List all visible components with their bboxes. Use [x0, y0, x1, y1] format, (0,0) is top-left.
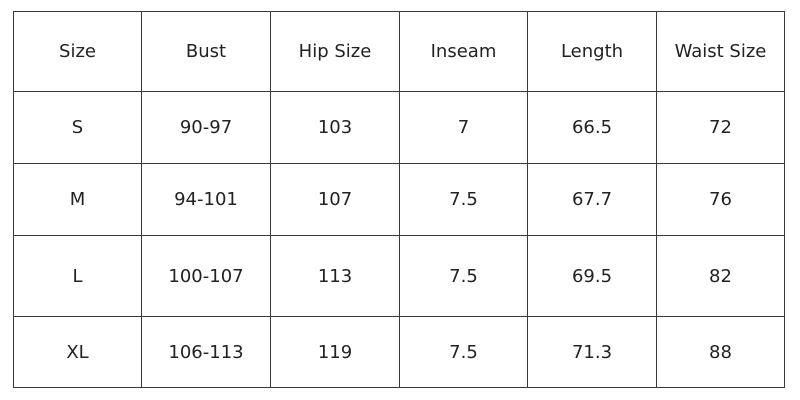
data-row: S 90-97 103 7 66.5 72: [13, 91, 785, 164]
data-row: XL 106-113 119 7.5 71.3 88: [13, 316, 785, 388]
table-cell: 7.5: [399, 316, 528, 388]
header-cell: Size: [13, 11, 142, 92]
table-cell: 100-107: [141, 235, 271, 317]
table-cell: XL: [13, 316, 142, 388]
table-cell: L: [13, 235, 142, 317]
table-body: Size Bust Hip Size Inseam Length Waist Size S 9…: [13, 11, 785, 388]
table-cell: 106-113: [141, 316, 271, 388]
header-cell: Hip Size: [270, 11, 400, 92]
table-cell: 113: [270, 235, 400, 317]
table-cell: 72: [656, 91, 785, 164]
header-row: Size Bust Hip Size Inseam Length Waist Size: [13, 11, 785, 92]
table-cell: S: [13, 91, 142, 164]
table-cell: 103: [270, 91, 400, 164]
header-cell: Waist Size: [656, 11, 785, 92]
size-table: Size Bust Hip Size Inseam Length Waist Size S 9…: [13, 11, 785, 388]
header-cell: Bust: [141, 11, 271, 92]
table-cell: 66.5: [527, 91, 657, 164]
table-cell: 67.7: [527, 163, 657, 236]
table-cell: 69.5: [527, 235, 657, 317]
table-cell: M: [13, 163, 142, 236]
header-cell: Inseam: [399, 11, 528, 92]
table-cell: 88: [656, 316, 785, 388]
table-cell: 82: [656, 235, 785, 317]
table-cell: 119: [270, 316, 400, 388]
header-cell: Length: [527, 11, 657, 92]
table-cell: 90-97: [141, 91, 271, 164]
table-cell: 7.5: [399, 235, 528, 317]
table-cell: 7.5: [399, 163, 528, 236]
data-row: L 100-107 113 7.5 69.5 82: [13, 235, 785, 317]
table-cell: 94-101: [141, 163, 271, 236]
table-cell: 76: [656, 163, 785, 236]
table-cell: 107: [270, 163, 400, 236]
data-row: M 94-101 107 7.5 67.7 76: [13, 163, 785, 236]
table-cell: 71.3: [527, 316, 657, 388]
table-cell: 7: [399, 91, 528, 164]
